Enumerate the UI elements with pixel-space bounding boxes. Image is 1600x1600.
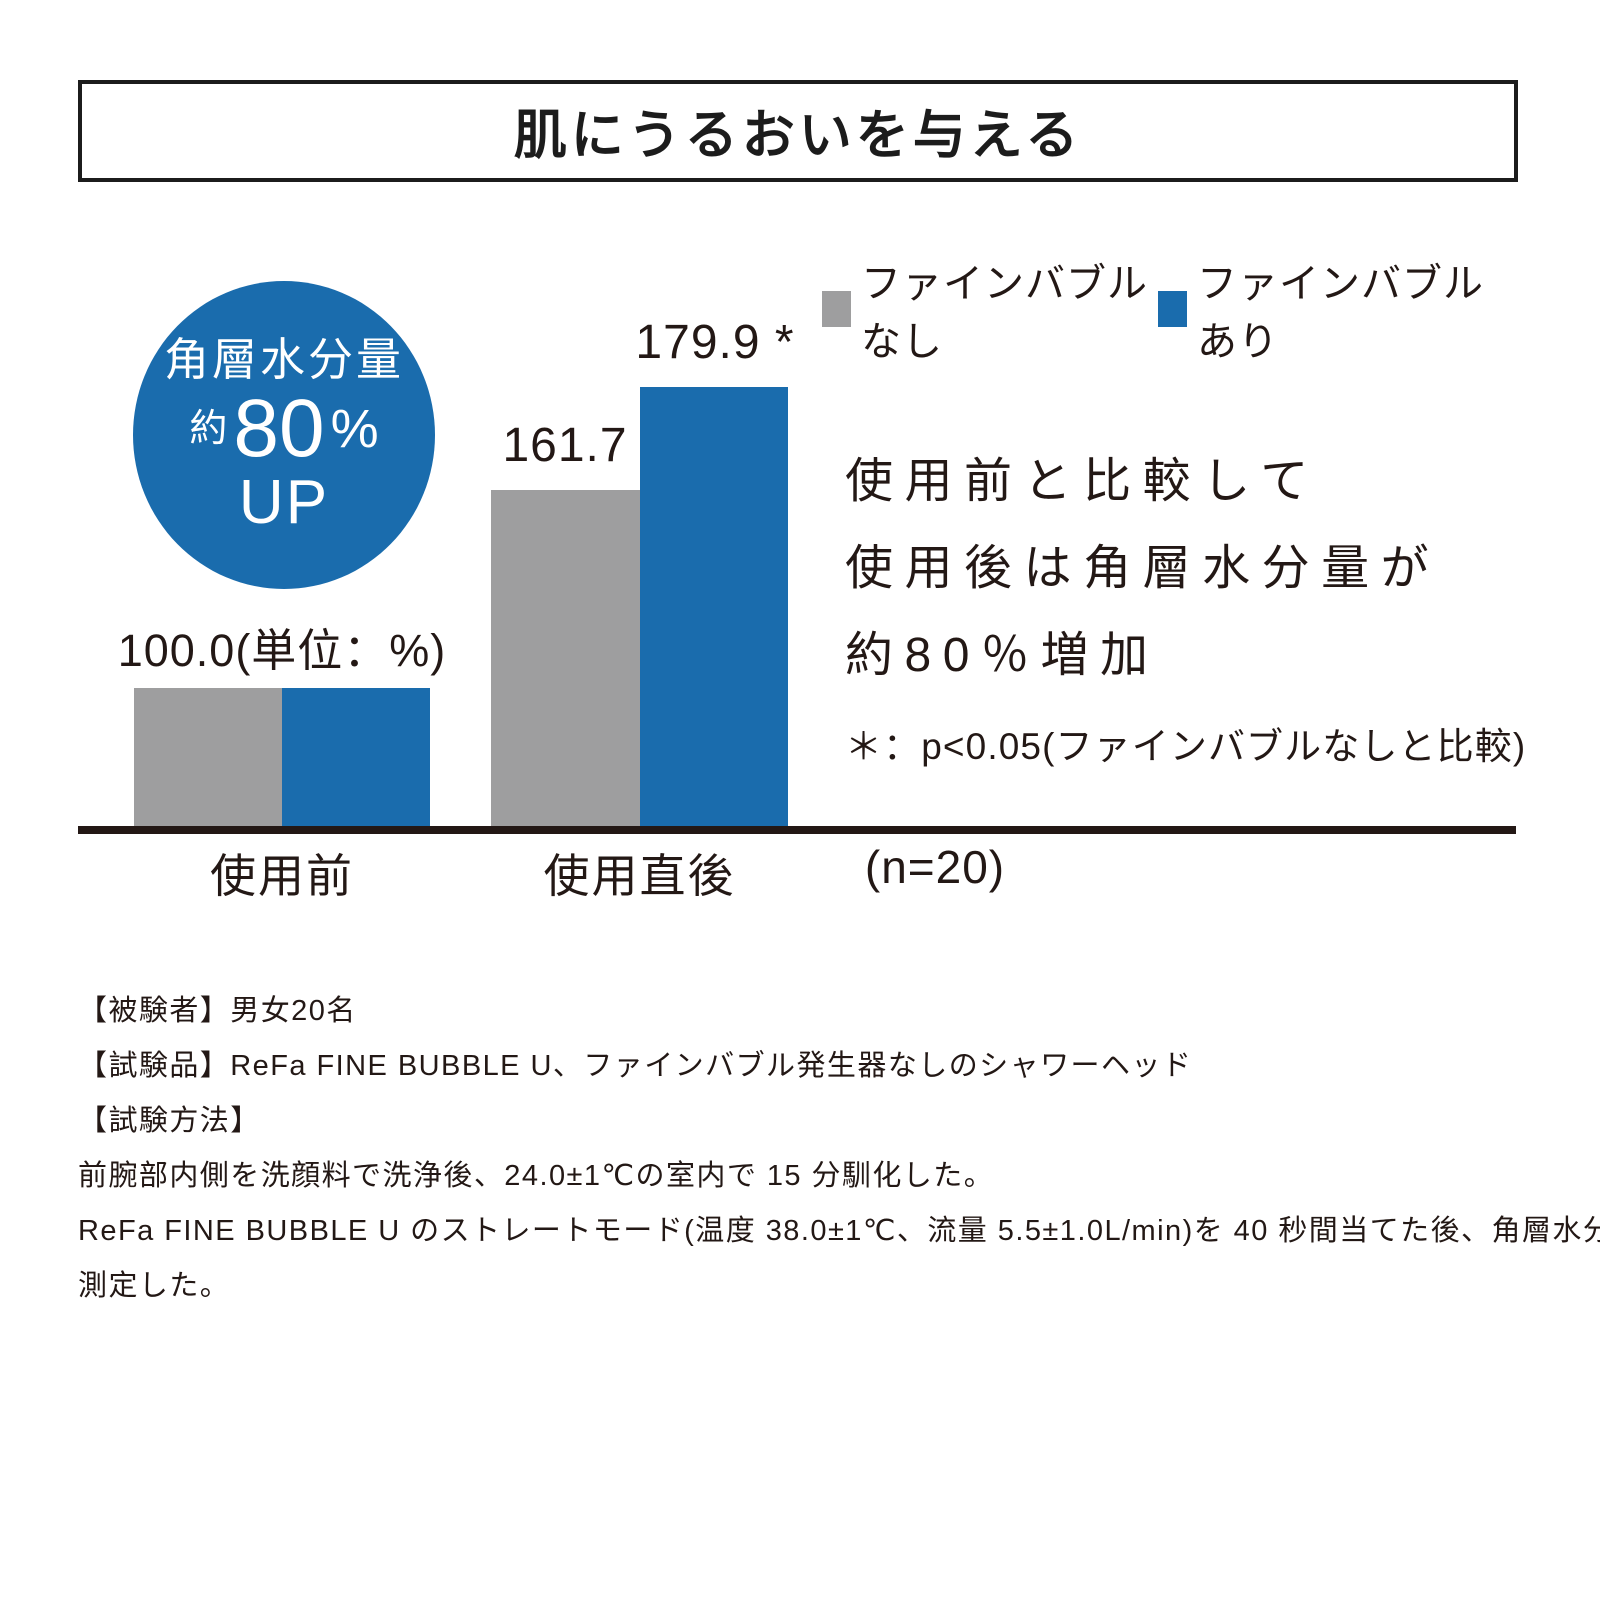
bar-after-without-bubble <box>491 490 640 833</box>
footnote-method-line-1: 前腕部内側を洗顔料で洗浄後、24.0±1℃の室内で 15 分馴化した。 <box>78 1160 995 1192</box>
result-message-line-3: 約80％増加 <box>845 629 1160 682</box>
legend-label-without-bubble: ファインバブルなし <box>860 262 1148 364</box>
result-message-line-1: 使用前と比較して <box>845 455 1320 508</box>
footnote-subjects: 【被験者】男女20名 <box>78 995 357 1027</box>
legend-item-with-bubble: ファインバブルあり <box>1158 251 1494 367</box>
category-label-before: 使用前 <box>210 850 354 902</box>
value-label-before: 100.0(単位：%) <box>117 625 447 676</box>
badge-value-row: 約 80 % <box>189 388 378 470</box>
footnote-method-line-3: 測定した。 <box>78 1270 231 1302</box>
footnote-method-line-2: ReFa FINE BUBBLE U のストレートモード(温度 38.0±1℃、… <box>78 1215 1600 1247</box>
highlight-badge: 角層水分量 約 80 % UP <box>133 281 435 589</box>
page-title: 肌にうるおいを与える <box>513 106 1083 165</box>
result-message: 使用前と比較して 使用後は角層水分量が 約80％増加 <box>845 438 1440 699</box>
title-box: 肌にうるおいを与える <box>78 80 1518 182</box>
badge-value: 80 <box>233 383 325 475</box>
legend-item-without-bubble: ファインバブルなし <box>822 251 1158 367</box>
chart-legend: ファインバブルなし ファインバブルあり <box>822 251 1494 367</box>
test-method-notes: 【被験者】男女20名 【試験品】ReFa FINE BUBBLE U、ファインバ… <box>78 984 1600 1314</box>
legend-swatch-gray-icon <box>822 291 851 327</box>
bar-before-without-bubble <box>134 688 282 833</box>
legend-label-with-bubble: ファインバブルあり <box>1196 262 1484 364</box>
x-axis-line <box>78 826 1516 834</box>
badge-approx: 約 <box>189 408 228 451</box>
footnote-test-product: 【試験品】ReFa FINE BUBBLE U、ファインバブル発生器なしのシャワ… <box>78 1050 1193 1082</box>
result-message-line-2: 使用後は角層水分量が <box>845 542 1441 595</box>
value-label-after-with: 179.9 * <box>635 316 795 369</box>
legend-swatch-blue-icon <box>1158 291 1187 327</box>
bar-before-with-bubble <box>282 688 430 833</box>
badge-percent-sign: % <box>330 399 379 460</box>
value-label-after-without: 161.7 <box>502 419 628 472</box>
significance-note: ＊：p<0.05(ファインバブルなしと比較) <box>845 726 1527 767</box>
badge-up-text: UP <box>238 468 330 538</box>
bar-after-with-bubble <box>640 387 788 833</box>
badge-title: 角層水分量 <box>163 333 404 385</box>
footnote-method-heading: 【試験方法】 <box>78 1105 261 1137</box>
category-label-after: 使用直後 <box>543 850 736 902</box>
sample-size-label: (n=20) <box>864 841 1006 893</box>
